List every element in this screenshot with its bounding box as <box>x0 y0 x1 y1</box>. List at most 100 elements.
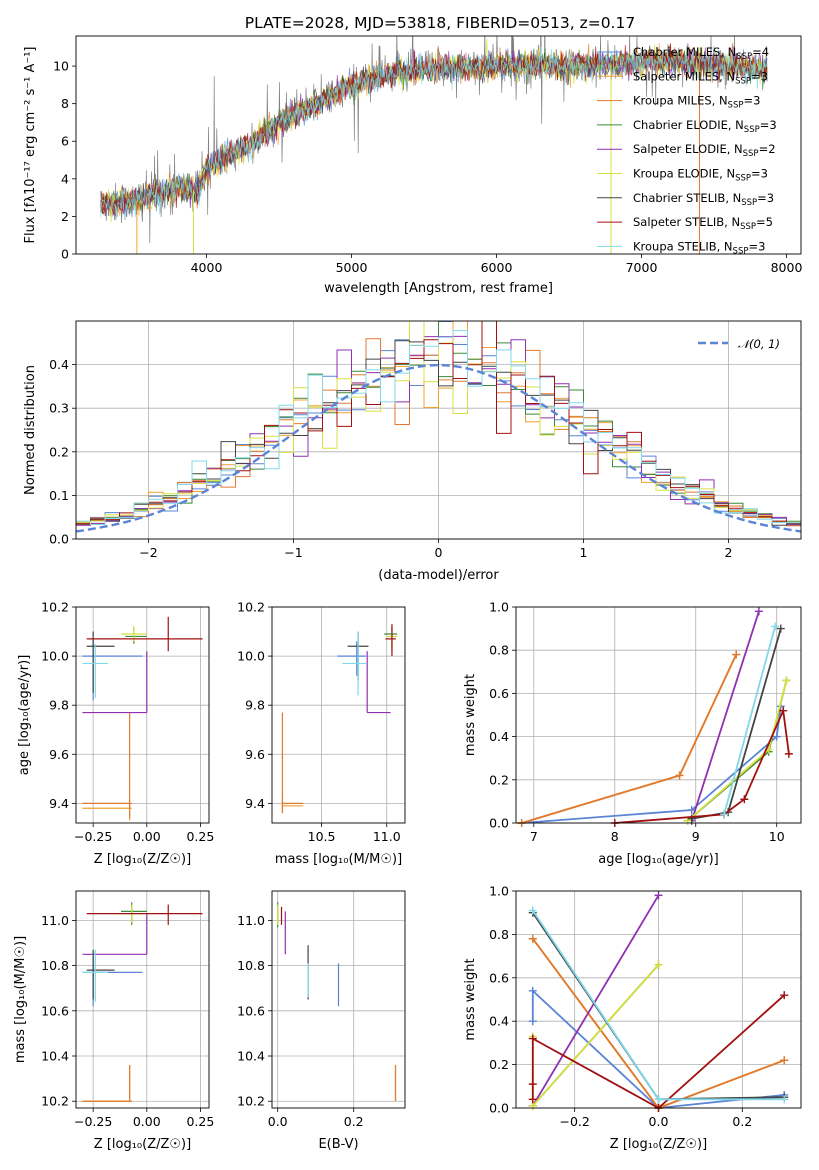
y-tick-label: 6 <box>61 134 69 149</box>
x-tick-label: 8000 <box>771 260 803 275</box>
x-tick-label: 7000 <box>626 260 658 275</box>
y-tick-label: 8 <box>61 96 69 111</box>
y-tick-label: 0.0 <box>489 1101 509 1116</box>
legend-value: =2 <box>759 142 776 156</box>
legend-subscript: SSP <box>735 76 751 86</box>
y-tick-label: 10.4 <box>237 1049 265 1064</box>
y-tick-label: 9.8 <box>49 698 69 713</box>
legend-entry: 𝒩(0, 1) <box>738 337 780 351</box>
mass-vs-extinction-panel: 0.0 0.2 10.2 10.4 10.6 10.8 11.0 E(B-V) <box>237 890 406 1152</box>
y-tick-label: 9.4 <box>245 796 265 811</box>
legend-subscript: SSP <box>741 198 757 208</box>
legend-subscript: SSP <box>733 246 749 256</box>
y-axis-label: mass [log₁₀(M/M☉)] <box>13 936 28 1063</box>
weight-marker <box>779 706 788 715</box>
y-tick-label: 0.8 <box>489 643 509 658</box>
weight-marker <box>654 960 663 969</box>
legend-entry: Salpeter STELIB, NSSP=5 <box>633 215 773 232</box>
x-axis-label: Z [log₁₀(Z/Z☉)] <box>610 1137 707 1152</box>
legend-subscript: SSP <box>736 52 752 62</box>
legend-entry: Kroupa ELODIE, NSSP=3 <box>633 167 768 184</box>
legend-value: =3 <box>751 167 768 181</box>
x-tick-label: 9 <box>692 829 700 844</box>
weight-marker <box>780 1095 789 1104</box>
legend-entry: Kroupa STELIB, NSSP=3 <box>633 239 765 256</box>
weight-marker <box>654 1095 663 1104</box>
legend-value: =5 <box>756 215 773 229</box>
x-tick-label: 10.5 <box>308 829 336 844</box>
weight-line-salpeter-miles <box>521 654 738 824</box>
age-vs-mass-panel: 10.5 11.0 9.4 9.6 9.8 10.0 10.2 mass [log₁₀(M/M… <box>237 600 406 867</box>
y-axis-label: Flux [fλ10⁻¹⁷ erg cm⁻² s⁻¹ A⁻¹] <box>23 47 38 244</box>
y-tick-label: 0.2 <box>489 772 509 787</box>
axes-frame <box>75 320 802 540</box>
y-tick-label: 0.0 <box>49 532 69 547</box>
y-axis-label: Normed distribution <box>23 365 38 495</box>
y-tick-label: 0.4 <box>49 357 69 372</box>
histogram-steps <box>76 321 801 533</box>
legend-value: =3 <box>757 191 774 205</box>
legend-value: =3 <box>748 239 765 253</box>
weight-marker <box>740 795 749 804</box>
y-tick-label: 9.4 <box>49 796 69 811</box>
age-vs-metallicity-panel: −0.25 0.00 0.25 9.4 9.6 9.8 10.0 10.2 Z [log₁₀(Z… <box>17 600 214 868</box>
x-axis-label: wavelength [Angstrom, rest frame] <box>324 281 553 296</box>
y-tick-label: 1.0 <box>489 600 509 615</box>
weight-line-kroupa-stelib <box>723 626 776 815</box>
model-spectrum-kroupa-stelib <box>100 46 768 219</box>
weight-vs-age-panel: 7 8 9 10 0.0 0.2 0.4 0.6 0.8 1.0 age [log₁₀(age/yr… <box>463 600 802 867</box>
weight-marker <box>528 1034 537 1043</box>
weight-marker <box>528 934 537 943</box>
y-tick-label: 0.8 <box>489 927 509 942</box>
model-spectrum-salpeter-stelib <box>100 43 768 215</box>
weight-marker <box>654 891 663 900</box>
y-tick-label: 0.6 <box>489 686 509 701</box>
x-tick-label: 0 <box>435 545 443 560</box>
y-axis-label: mass weight <box>463 958 478 1040</box>
y-tick-label: 9.8 <box>245 698 265 713</box>
x-tick-label: 0.25 <box>186 829 214 844</box>
weight-marker <box>687 814 696 823</box>
axes-frame <box>515 606 802 824</box>
x-tick-label: 4000 <box>191 260 223 275</box>
weight-marker <box>776 624 785 633</box>
y-tick-label: 10.2 <box>41 1094 69 1109</box>
x-axis-label: mass [log₁₀(M/M☉)] <box>275 852 402 867</box>
x-tick-label: −2 <box>139 545 157 560</box>
y-tick-label: 0.0 <box>489 816 509 831</box>
x-tick-label: −1 <box>284 545 302 560</box>
x-tick-label: −0.25 <box>74 829 112 844</box>
y-axis-label: mass weight <box>463 674 478 756</box>
x-tick-label: 11.0 <box>373 829 401 844</box>
legend-entry: Chabrier ELODIE, NSSP=3 <box>633 118 777 135</box>
x-axis-label: (data-model)/error <box>378 568 499 583</box>
legend-entry: Kroupa MILES, NSSP=3 <box>633 94 760 111</box>
y-tick-label: 0.2 <box>49 444 69 459</box>
weight-line-kroupa-elodie <box>531 964 660 1109</box>
y-tick-label: 2 <box>61 209 69 224</box>
legend-entry: Salpeter MILES, NSSP=3 <box>633 69 768 86</box>
y-tick-label: 4 <box>61 171 69 186</box>
x-tick-label: 7 <box>530 829 538 844</box>
weight-marker <box>784 749 793 758</box>
y-tick-label: 10.0 <box>237 649 265 664</box>
weight-marker <box>732 650 741 659</box>
x-tick-label: 8 <box>611 829 619 844</box>
legend-subscript: SSP <box>740 222 756 232</box>
y-tick-label: 10 <box>53 59 69 74</box>
legend-subscript: SSP <box>744 125 760 135</box>
histogram-kroupa-stelib <box>76 330 801 527</box>
axes-frame <box>515 890 802 1109</box>
y-tick-label: 10.2 <box>41 600 69 615</box>
x-tick-label: 0.00 <box>133 1114 161 1129</box>
x-tick-label: 0.2 <box>732 1114 752 1129</box>
mass-vs-metallicity-panel: −0.25 0.00 0.25 10.2 10.4 10.6 10.8 11.0 Z [log₁… <box>13 890 214 1152</box>
y-tick-label: 10.6 <box>41 1003 69 1018</box>
legend-subscript: SSP <box>743 149 759 159</box>
legend-entry: Salpeter ELODIE, NSSP=2 <box>633 142 776 159</box>
weight-line-chabrier-miles <box>531 988 785 1109</box>
y-axis-label: age [log₁₀(age/yr)] <box>17 655 32 776</box>
x-tick-label: 10 <box>769 829 785 844</box>
weight-line-kroupa-miles <box>521 654 738 824</box>
